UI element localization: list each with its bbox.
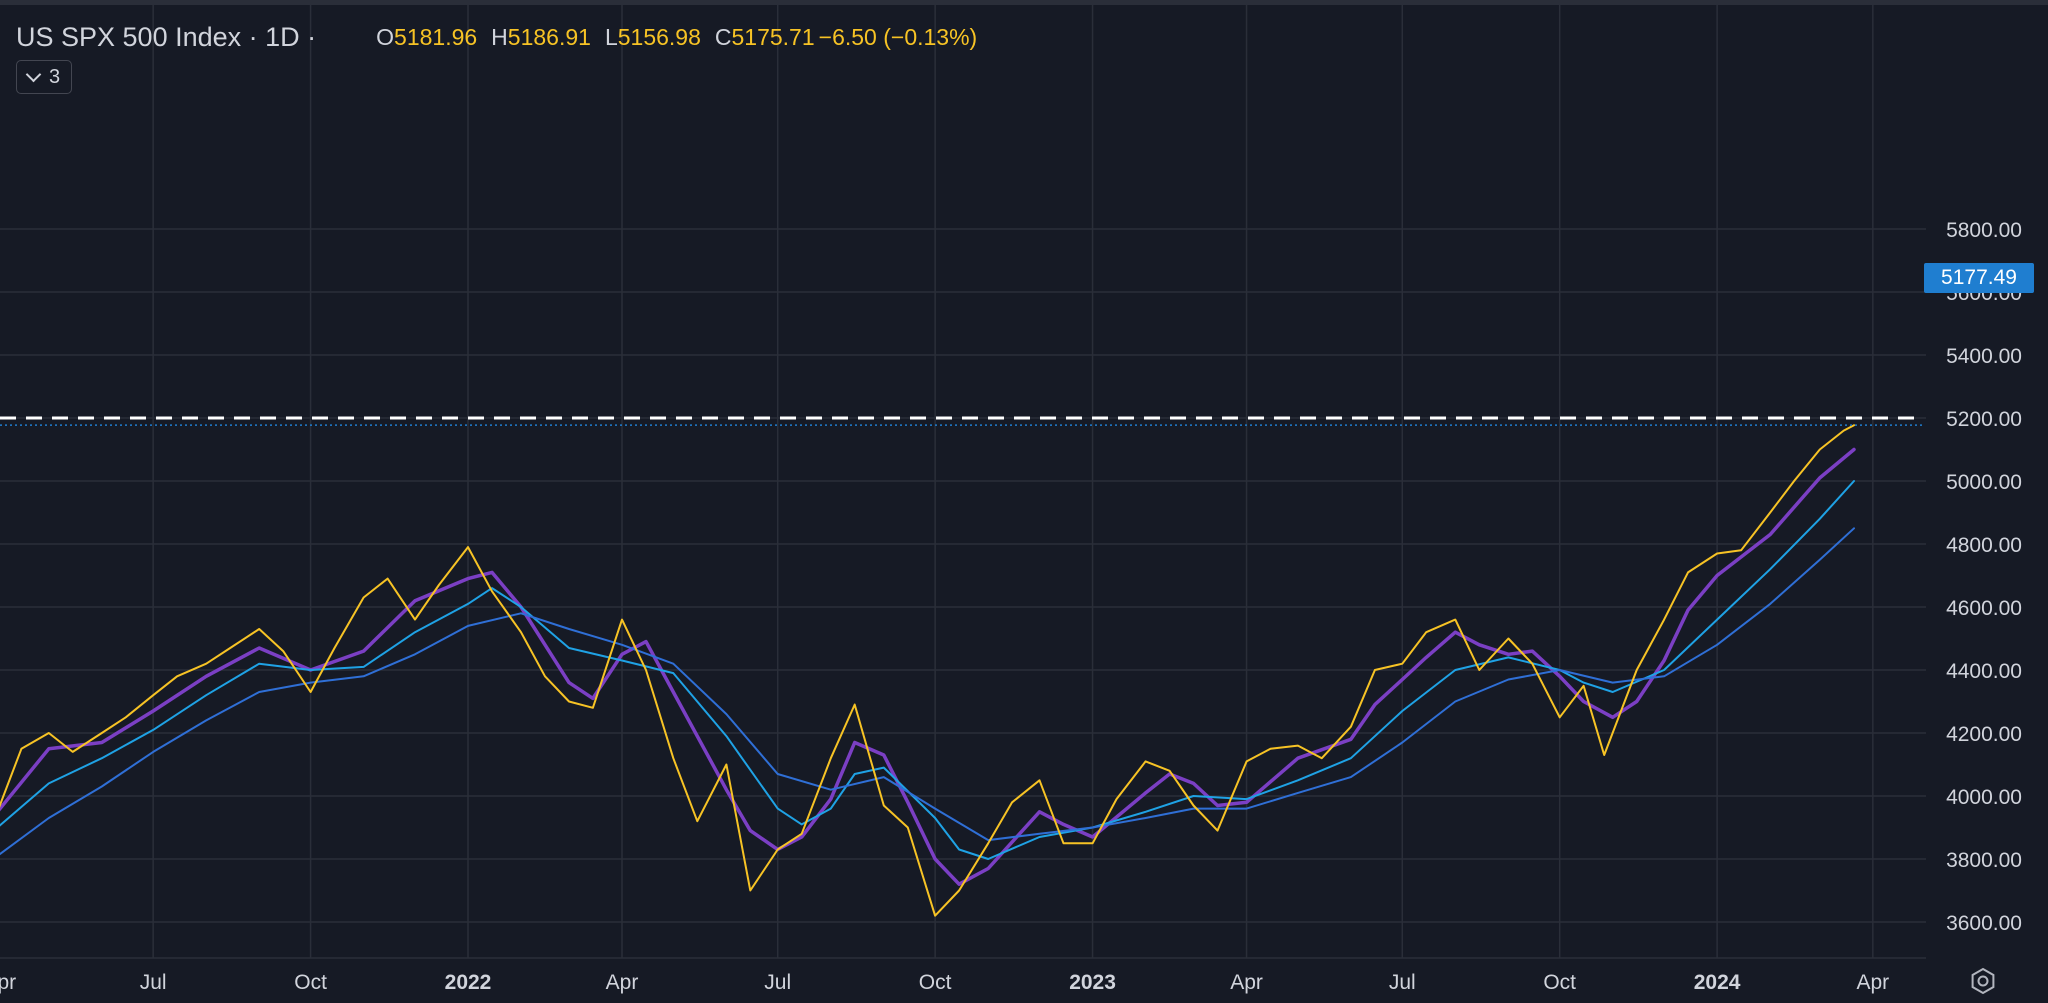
chevron-down-icon	[25, 66, 42, 82]
ohlc-values: O5181.96 H5186.91 L5156.98 C5175.71 −6.50…	[376, 24, 977, 51]
y-tick-label: 5800.00	[1946, 219, 2022, 242]
series-layer	[0, 424, 1856, 917]
y-tick-label: 4400.00	[1946, 660, 2022, 683]
top-border	[0, 0, 2048, 5]
x-tick-label: 2024	[1694, 971, 1741, 994]
x-tick-label: Apr	[1230, 971, 1263, 994]
x-tick-label: Jul	[140, 971, 167, 994]
high-value: H5186.91	[491, 23, 591, 50]
y-tick-label: 4200.00	[1946, 723, 2022, 746]
studies-count: 3	[48, 65, 61, 88]
symbol-title[interactable]: US SPX 500 Index · 1D ·	[16, 21, 317, 52]
y-tick-label: 5400.00	[1946, 345, 2022, 368]
moving-average-line	[0, 447, 1856, 886]
x-tick-label: Apr	[606, 971, 639, 994]
x-tick-label: Oct	[919, 971, 952, 994]
x-tick-label: pr	[0, 971, 16, 994]
reference-layer	[0, 416, 1924, 426]
symbol-legend[interactable]: US SPX 500 Index · 1D · O5181.96 H5186.9…	[16, 18, 977, 56]
close-value: C5175.71 −6.50 (−0.13%)	[714, 23, 978, 50]
x-tick-label: 2022	[445, 971, 492, 994]
price-series-line	[0, 424, 1855, 917]
moving-average-line	[0, 527, 1855, 856]
y-tick-label: 5200.00	[1946, 408, 2022, 431]
x-tick-label: Oct	[1543, 971, 1576, 994]
studies-toggle-button[interactable]: 3	[16, 60, 72, 94]
y-tick-label: 4800.00	[1946, 534, 2022, 557]
x-tick-label: Jul	[764, 971, 791, 994]
y-tick-label: 5000.00	[1946, 471, 2022, 494]
change-value: −6.50 (−0.13%)	[818, 23, 978, 50]
y-tick-label: 4600.00	[1946, 597, 2022, 620]
y-tick-label: 4000.00	[1946, 786, 2022, 809]
x-tick-label: Jul	[1389, 971, 1416, 994]
x-tick-label: 2023	[1069, 971, 1116, 994]
y-tick-label: 3600.00	[1946, 912, 2022, 935]
grid	[0, 5, 1926, 959]
axis-layer: 3600.00 3800.00 4000.00 4200.00 4400.00 4600.…	[0, 219, 2022, 994]
x-tick-label: Apr	[1856, 971, 1889, 994]
y-tick-label: 3800.00	[1946, 849, 2022, 872]
open-value: O5181.96	[376, 23, 478, 50]
low-value: L5156.98	[604, 23, 701, 50]
gear-icon[interactable]	[1968, 966, 1998, 996]
x-tick-label: Oct	[294, 971, 327, 994]
current-price-label: 5177.49	[1924, 263, 2034, 293]
